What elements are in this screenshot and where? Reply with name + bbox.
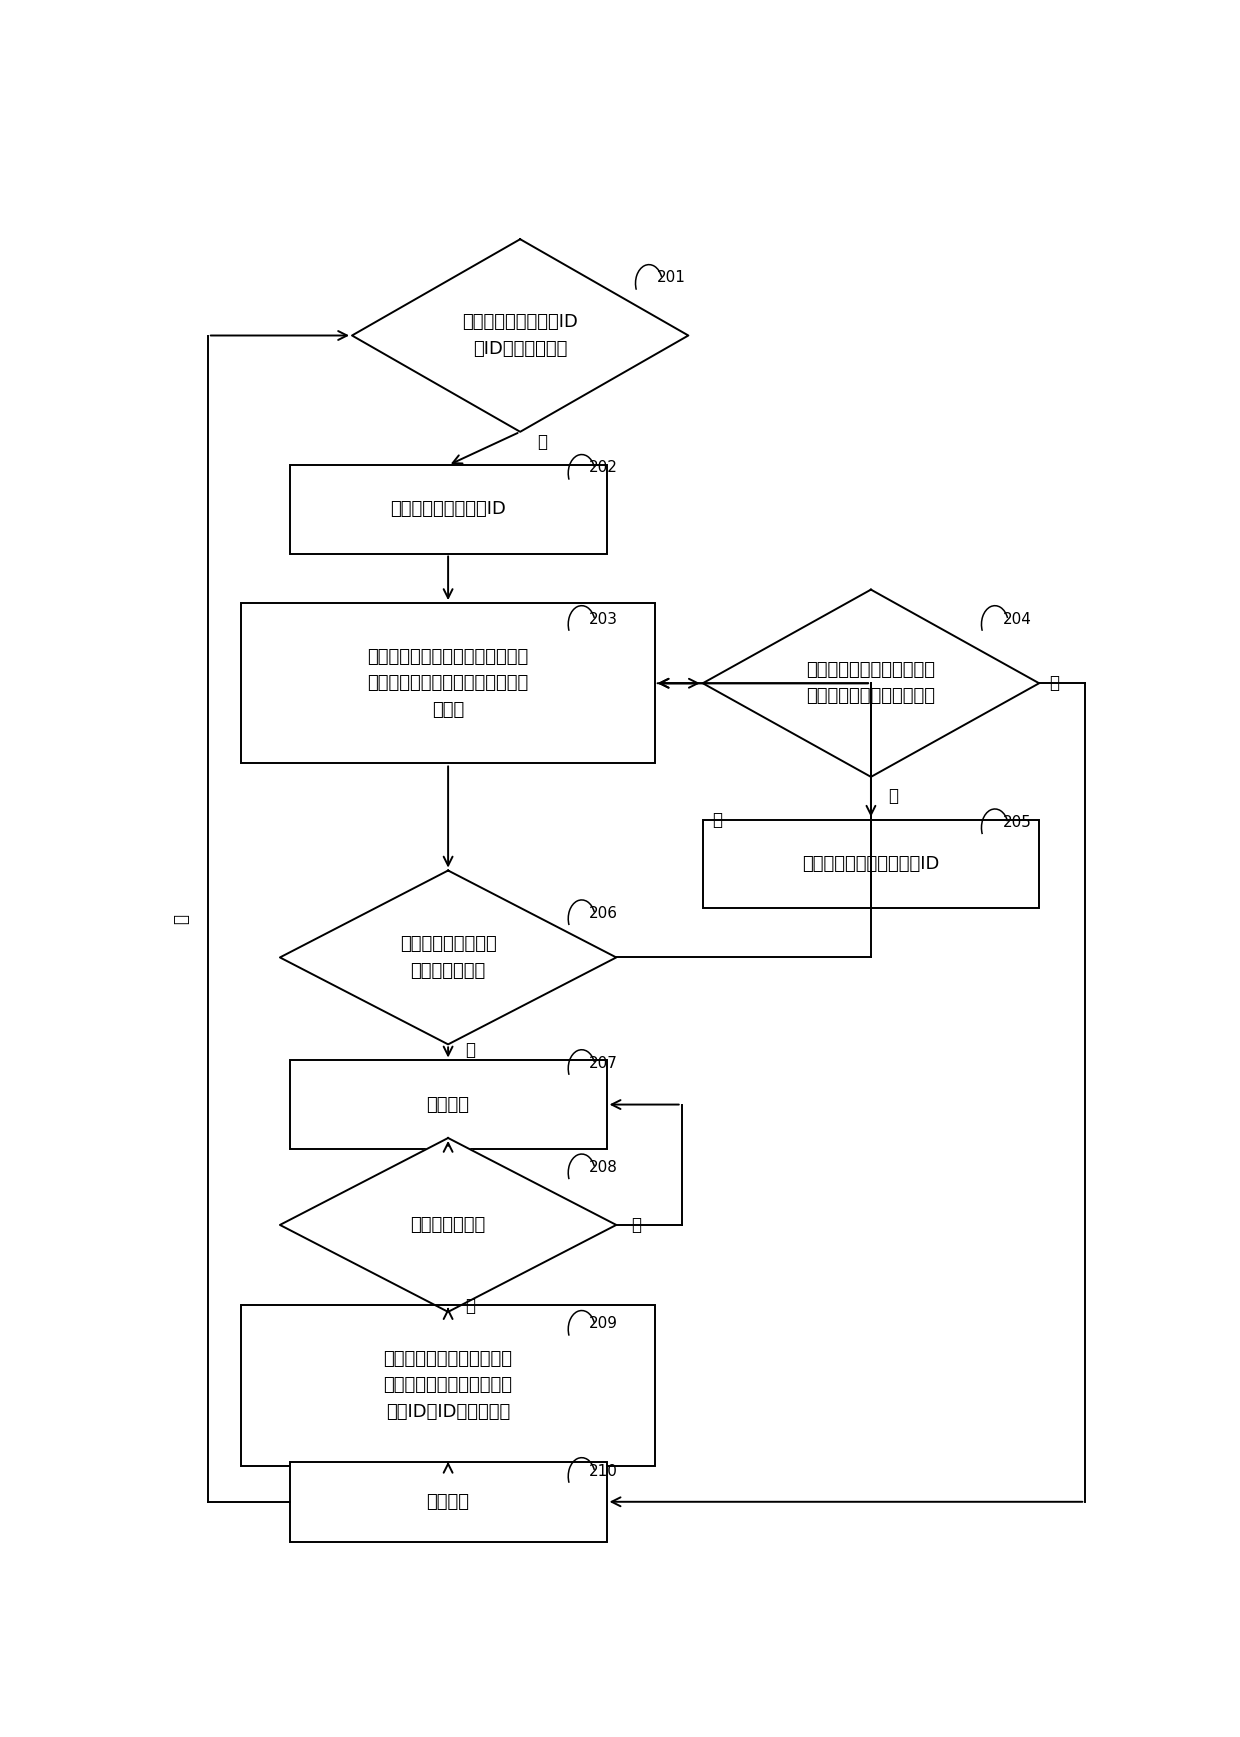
Text: 否: 否: [537, 433, 548, 452]
Bar: [289, 1461, 606, 1542]
Text: 210: 210: [589, 1464, 619, 1478]
Bar: [289, 466, 606, 554]
Text: 202: 202: [589, 460, 619, 476]
Text: 208: 208: [589, 1160, 619, 1174]
Text: 执行测试: 执行测试: [427, 1096, 470, 1113]
Text: 否: 否: [713, 811, 723, 829]
Text: 是: 是: [888, 787, 898, 804]
Bar: [289, 1060, 606, 1148]
Bar: [242, 1304, 655, 1466]
Text: 判断包含各待测终端ID
的ID列表是否为空: 判断包含各待测终端ID 的ID列表是否为空: [463, 313, 578, 358]
Text: 是否有测试完成: 是否有测试完成: [410, 1216, 486, 1233]
Polygon shape: [280, 870, 616, 1044]
Text: 206: 206: [589, 905, 619, 921]
Text: 判断连接的数量是否等于第
二路由器能够连接的最大值: 判断连接的数量是否等于第 二路由器能够连接的最大值: [806, 662, 935, 705]
Text: 将各待测终端作为被点名终端与对
应的第二路由器建立连接并记录连
接数量: 将各待测终端作为被点名终端与对 应的第二路由器建立连接并记录连 接数量: [367, 648, 528, 719]
Text: 205: 205: [1003, 815, 1032, 830]
Text: 209: 209: [589, 1317, 619, 1331]
Text: 是: 是: [465, 1298, 475, 1315]
Polygon shape: [280, 1138, 616, 1311]
Text: 否: 否: [631, 1216, 641, 1233]
Polygon shape: [352, 240, 688, 433]
Text: 204: 204: [1003, 611, 1032, 627]
Polygon shape: [703, 589, 1039, 776]
Text: 选择对应的待测终端ID: 选择对应的待测终端ID: [391, 500, 506, 518]
Bar: [703, 820, 1039, 908]
Text: 否: 否: [1049, 674, 1059, 693]
Bar: [242, 603, 655, 764]
Text: 207: 207: [589, 1056, 619, 1070]
Text: 是: 是: [172, 914, 190, 924]
Text: 201: 201: [657, 271, 686, 285]
Text: 指示各被点名终端关闭热点
扫描功能，并将各被点名终
端的ID从ID列表中删除: 指示各被点名终端关闭热点 扫描功能，并将各被点名终 端的ID从ID列表中删除: [383, 1350, 512, 1421]
Text: 判断待测终端与第二
路由器建立连接: 判断待测终端与第二 路由器建立连接: [399, 935, 496, 980]
Text: 203: 203: [589, 611, 619, 627]
Text: 测试结束: 测试结束: [427, 1492, 470, 1511]
Text: 停止选择对应的待测终端ID: 停止选择对应的待测终端ID: [802, 855, 940, 872]
Text: 是: 是: [465, 1040, 475, 1060]
